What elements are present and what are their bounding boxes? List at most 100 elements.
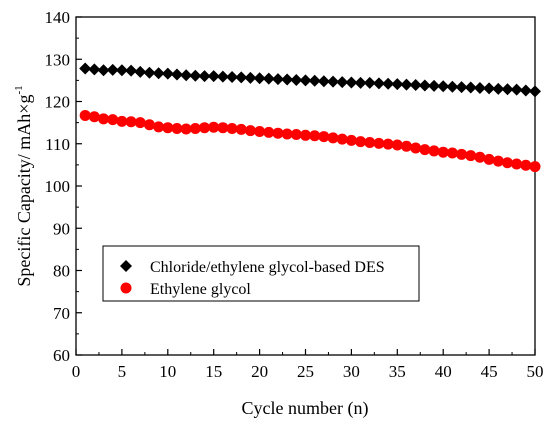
data-point-diamond [336, 76, 349, 89]
y-tick-label: 120 [45, 93, 71, 112]
data-point-diamond [271, 73, 284, 86]
y-tick-label: 70 [53, 304, 70, 323]
series-0 [79, 62, 541, 98]
data-point-circle [474, 151, 486, 163]
data-point-circle [382, 138, 394, 150]
data-point-diamond [400, 78, 413, 91]
data-point-circle [300, 129, 311, 141]
data-points [79, 62, 541, 173]
x-tick-label: 0 [72, 362, 81, 381]
data-point-diamond [161, 67, 174, 80]
data-point-diamond [363, 76, 376, 89]
data-point-diamond [372, 77, 385, 90]
data-point-circle [437, 146, 449, 158]
data-point-circle [79, 109, 91, 121]
data-point-diamond [79, 62, 92, 75]
y-tick-label: 130 [45, 50, 71, 69]
data-point-circle [153, 121, 165, 133]
data-point-circle [465, 150, 477, 162]
y-axis-title-superscript: -1 [13, 85, 25, 94]
data-point-diamond [483, 82, 496, 95]
data-point-diamond [143, 66, 156, 79]
data-point-diamond [189, 69, 202, 82]
data-point-diamond [473, 81, 486, 94]
data-point-circle [98, 113, 110, 125]
data-point-diamond [446, 80, 459, 93]
data-point-circle [391, 139, 403, 151]
data-point-diamond [501, 83, 514, 96]
x-tick-label: 5 [118, 362, 127, 381]
data-point-circle [107, 114, 119, 126]
data-point-circle [88, 111, 100, 123]
data-point-diamond [317, 75, 330, 88]
data-point-diamond [253, 72, 266, 85]
data-point-diamond [216, 70, 229, 83]
x-tick-label: 45 [481, 362, 498, 381]
data-point-diamond [198, 70, 211, 83]
data-point-diamond [354, 76, 367, 89]
data-point-circle [492, 155, 504, 167]
data-point-diamond [428, 79, 441, 92]
data-point-circle [511, 158, 523, 170]
data-point-circle [272, 127, 284, 139]
data-point-circle [116, 115, 128, 127]
data-point-circle [290, 128, 302, 140]
data-point-circle [254, 125, 266, 137]
data-point-circle [235, 123, 247, 135]
x-tick-label: 35 [389, 362, 406, 381]
data-point-diamond [492, 82, 505, 95]
data-point-diamond [345, 76, 358, 89]
y-tick-label: 60 [53, 346, 70, 365]
x-tick-label: 10 [159, 362, 176, 381]
x-tick-label: 50 [527, 362, 544, 381]
data-point-circle [199, 122, 211, 134]
data-point-diamond [152, 67, 165, 80]
x-tick-label: 40 [435, 362, 452, 381]
data-point-circle [327, 132, 339, 144]
data-point-diamond [97, 64, 110, 77]
data-point-circle [428, 145, 440, 157]
data-point-diamond [244, 71, 257, 84]
y-tick-label: 140 [45, 8, 71, 27]
data-point-circle [263, 126, 275, 138]
legend-box [102, 245, 420, 302]
data-point-circle [364, 136, 376, 148]
data-point-diamond [299, 74, 312, 87]
data-point-diamond [170, 68, 183, 81]
data-point-circle [456, 148, 468, 160]
data-point-circle [217, 122, 229, 134]
y-axis-title: Specific Capacity/ mAh×g-1 [13, 85, 34, 286]
data-point-diamond [180, 69, 193, 82]
x-tick-label: 20 [251, 362, 268, 381]
data-point-diamond [290, 73, 303, 86]
y-tick-label: 110 [45, 135, 70, 154]
data-point-circle [189, 123, 201, 135]
legend-label-des: Chloride/ethylene glycol-based DES [150, 259, 385, 276]
legend-label-ethylene-glycol: Ethylene glycol [150, 281, 251, 298]
data-point-diamond [409, 79, 422, 92]
x-tick-label: 30 [343, 362, 360, 381]
data-point-diamond [115, 64, 128, 77]
axis-ticks [75, 16, 536, 356]
data-point-diamond [262, 72, 275, 85]
data-point-diamond [418, 79, 431, 92]
data-point-circle [171, 123, 183, 135]
data-point-diamond [327, 75, 340, 88]
data-point-diamond [382, 77, 395, 90]
data-point-circle [501, 157, 513, 169]
legend-marker-ethylene-glycol [120, 282, 132, 294]
x-tick-label: 25 [297, 362, 314, 381]
data-point-circle [400, 140, 412, 152]
legend: Chloride/ethylene glycol-based DES Ethyl… [102, 245, 420, 302]
data-point-circle [180, 123, 192, 135]
data-point-circle [529, 161, 541, 173]
data-point-circle [134, 117, 146, 129]
plot-area [75, 16, 536, 356]
data-point-circle [143, 119, 155, 131]
data-point-diamond [134, 65, 147, 78]
data-point-diamond [437, 80, 450, 93]
data-point-diamond [88, 63, 101, 76]
y-axis-title-main: Specific Capacity/ mAh×g [14, 95, 34, 287]
data-point-circle [355, 136, 367, 148]
